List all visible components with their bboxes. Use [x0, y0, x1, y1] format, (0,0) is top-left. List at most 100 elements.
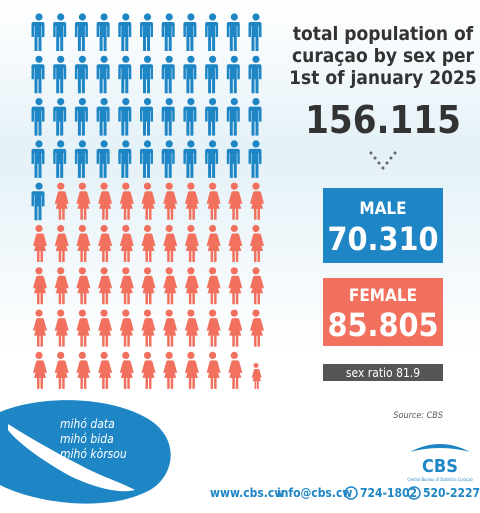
male-icon [226, 13, 240, 51]
male-icon [31, 182, 45, 221]
female-icon [54, 182, 69, 220]
male-icon [140, 13, 153, 51]
female-icon [119, 309, 134, 347]
male-icon [96, 55, 110, 94]
logo: CBS Central Bureau of Statistics Curaçao [407, 444, 473, 482]
male-icon [74, 55, 88, 94]
male-icon [31, 13, 45, 51]
male-box [323, 188, 443, 263]
female-icon [163, 309, 178, 347]
female-icon [98, 267, 113, 305]
male-icon [31, 55, 45, 94]
female-icon [184, 267, 199, 305]
female-icon [141, 351, 156, 389]
female-icon [163, 351, 178, 389]
female-icon [76, 267, 91, 305]
male-icon [118, 13, 132, 51]
female-icon [184, 224, 199, 262]
pictogram [31, 13, 264, 389]
male-icon [161, 140, 175, 178]
male-icon [248, 13, 262, 51]
logo-name: CBS [422, 456, 458, 477]
title-line: curaçao by sex per [292, 45, 475, 67]
whatsapp[interactable]: 520-2227 [423, 486, 480, 500]
male-icon [161, 55, 175, 94]
arrow-dots [369, 151, 397, 170]
male-icon [183, 98, 197, 136]
male-icon [53, 140, 67, 178]
male-icon [226, 55, 240, 94]
female-icon [228, 351, 243, 389]
male-icon [53, 55, 67, 94]
male-icon [96, 98, 110, 136]
female-icon [163, 182, 178, 220]
female-icon [76, 224, 91, 262]
male-icon [183, 55, 197, 94]
footer: www.cbs.cw info@cbs.cw 724-1802 520-2227 [210, 486, 480, 500]
female-icon [33, 309, 47, 347]
female-icon [250, 309, 264, 347]
female-icon [206, 267, 221, 305]
female-icon [54, 224, 69, 262]
male-icon [226, 98, 240, 136]
slogan-line: mihó data [60, 417, 115, 431]
female-icon [98, 182, 113, 220]
slogan-line: mihó kòrsou [60, 447, 127, 461]
male-icon [183, 140, 197, 178]
sex-ratio-bar [323, 364, 443, 381]
total: 156.115 [305, 98, 461, 142]
female-icon [206, 182, 221, 220]
female-icon [228, 267, 243, 305]
female-icon [206, 351, 221, 389]
sex-ratio: sex ratio 81.9 [346, 366, 420, 380]
whatsapp-icon [407, 486, 421, 500]
female-box [323, 278, 443, 346]
female-icon [184, 182, 199, 220]
female-icon [33, 267, 47, 305]
male-icon [205, 55, 219, 94]
female-icon [33, 351, 47, 389]
female-icon [76, 182, 91, 220]
female-icon [163, 267, 178, 305]
male-icon [248, 98, 262, 136]
male-icon [161, 98, 175, 136]
female-icon [119, 267, 134, 305]
male-icon [248, 140, 262, 178]
male-label: MALE [359, 199, 406, 219]
female-icon [141, 309, 156, 347]
female-icon [163, 224, 178, 262]
female-icon [250, 267, 264, 305]
female-icon [54, 351, 69, 389]
male-icon [74, 98, 88, 136]
male-icon [161, 13, 175, 51]
male-icon [74, 140, 88, 178]
title-line: 1st of january 2025 [289, 67, 477, 89]
male-icon [183, 13, 197, 51]
female-icon [206, 309, 221, 347]
male-icon [31, 140, 45, 178]
male-icon [205, 140, 219, 178]
female-label: FEMALE [349, 286, 417, 306]
male-icon [96, 140, 110, 178]
female-icon [141, 267, 156, 305]
female-icon [184, 351, 199, 389]
male-icon [96, 13, 110, 51]
slogan-blob [0, 400, 171, 504]
male-icon [74, 13, 88, 51]
female-icon [119, 224, 134, 262]
female-icon [228, 224, 243, 262]
phone[interactable]: 724-1802 [360, 486, 417, 500]
female-icon [206, 224, 221, 262]
email[interactable]: info@cbs.cw [277, 486, 352, 500]
website[interactable]: www.cbs.cw [210, 486, 284, 500]
female-icon [228, 309, 243, 347]
female-icon [141, 224, 156, 262]
title: total population of curaçao by sex per 1… [289, 23, 477, 89]
female-icon [76, 351, 91, 389]
island [8, 424, 135, 492]
female-icon [251, 362, 262, 389]
female-icon [141, 182, 156, 220]
